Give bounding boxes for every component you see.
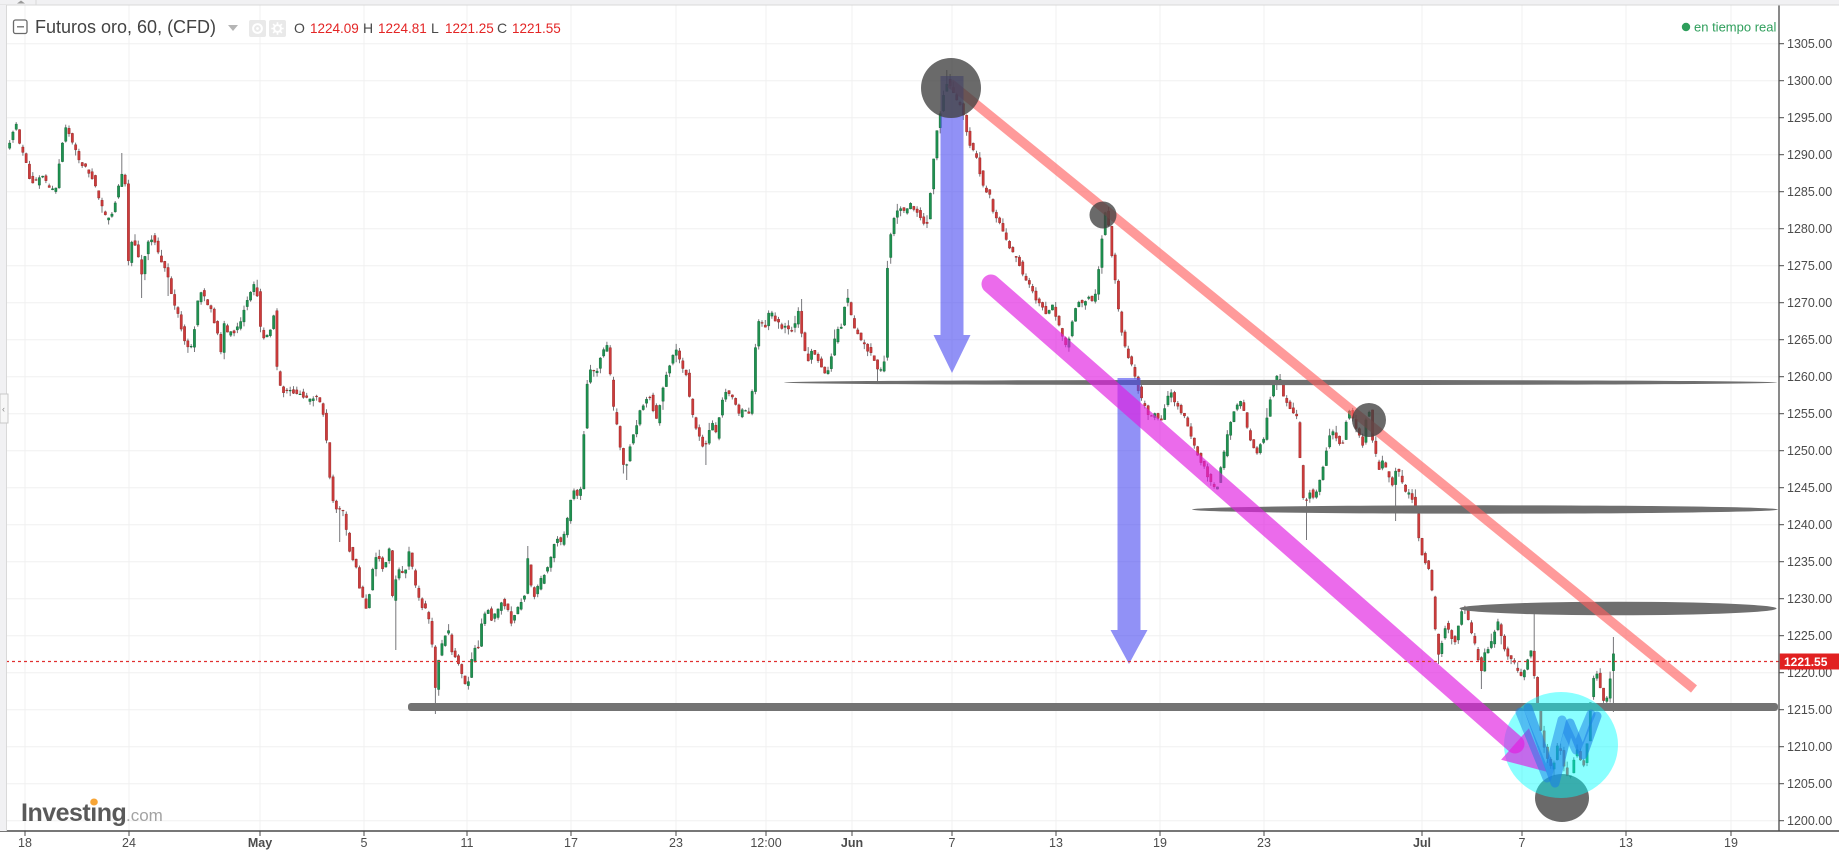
svg-text:1215.00: 1215.00	[1787, 703, 1832, 717]
svg-text:1295.00: 1295.00	[1787, 111, 1832, 125]
svg-text:13: 13	[1619, 836, 1633, 850]
svg-text:18: 18	[18, 836, 32, 850]
svg-text:L: L	[431, 20, 439, 36]
svg-text:7: 7	[949, 836, 956, 850]
svg-text:19: 19	[1153, 836, 1167, 850]
svg-text:May: May	[248, 836, 272, 850]
svg-text:1250.00: 1250.00	[1787, 444, 1832, 458]
svg-text:1270.00: 1270.00	[1787, 296, 1832, 310]
svg-text:1235.00: 1235.00	[1787, 555, 1832, 569]
svg-text:1200.00: 1200.00	[1787, 814, 1832, 828]
svg-text:1221.55: 1221.55	[512, 21, 561, 36]
svg-text:19: 19	[1724, 836, 1738, 850]
svg-text:Jul: Jul	[1413, 836, 1431, 850]
svg-text:1210.00: 1210.00	[1787, 740, 1832, 754]
svg-text:17: 17	[564, 836, 578, 850]
svg-text:1225.00: 1225.00	[1787, 629, 1832, 643]
svg-text:1221.25: 1221.25	[445, 21, 494, 36]
svg-text:7: 7	[1519, 836, 1526, 850]
svg-text:Jun: Jun	[841, 836, 863, 850]
svg-text:1285.00: 1285.00	[1787, 185, 1832, 199]
svg-text:23: 23	[1257, 836, 1271, 850]
svg-text:1300.00: 1300.00	[1787, 74, 1832, 88]
svg-text:1260.00: 1260.00	[1787, 370, 1832, 384]
svg-text:1275.00: 1275.00	[1787, 259, 1832, 273]
svg-text:en tiempo real: en tiempo real	[1694, 20, 1776, 35]
svg-text:C: C	[497, 20, 507, 36]
svg-text:1224.09: 1224.09	[310, 21, 359, 36]
svg-text:1290.00: 1290.00	[1787, 148, 1832, 162]
svg-text:O: O	[294, 20, 305, 36]
svg-text:Futuros oro, 60, (CFD): Futuros oro, 60, (CFD)	[35, 17, 216, 37]
svg-text:1221.55: 1221.55	[1784, 655, 1828, 669]
svg-text:H: H	[363, 20, 373, 36]
svg-text:12:00: 12:00	[750, 836, 781, 850]
svg-text:1280.00: 1280.00	[1787, 222, 1832, 236]
svg-text:1205.00: 1205.00	[1787, 777, 1832, 791]
svg-text:Investıng: Investıng	[21, 799, 126, 827]
svg-text:1224.81: 1224.81	[378, 21, 427, 36]
svg-text:23: 23	[669, 836, 683, 850]
svg-text:13: 13	[1049, 836, 1063, 850]
svg-text:1305.00: 1305.00	[1787, 37, 1832, 51]
svg-text:1245.00: 1245.00	[1787, 481, 1832, 495]
svg-text:1230.00: 1230.00	[1787, 592, 1832, 606]
svg-text:5: 5	[361, 836, 368, 850]
svg-text:1240.00: 1240.00	[1787, 518, 1832, 532]
svg-text:.com: .com	[126, 806, 163, 825]
svg-text:11: 11	[461, 836, 474, 850]
svg-text:1255.00: 1255.00	[1787, 407, 1832, 421]
svg-text:1265.00: 1265.00	[1787, 333, 1832, 347]
svg-text:24: 24	[122, 836, 136, 850]
svg-text:‹: ‹	[2, 404, 5, 414]
